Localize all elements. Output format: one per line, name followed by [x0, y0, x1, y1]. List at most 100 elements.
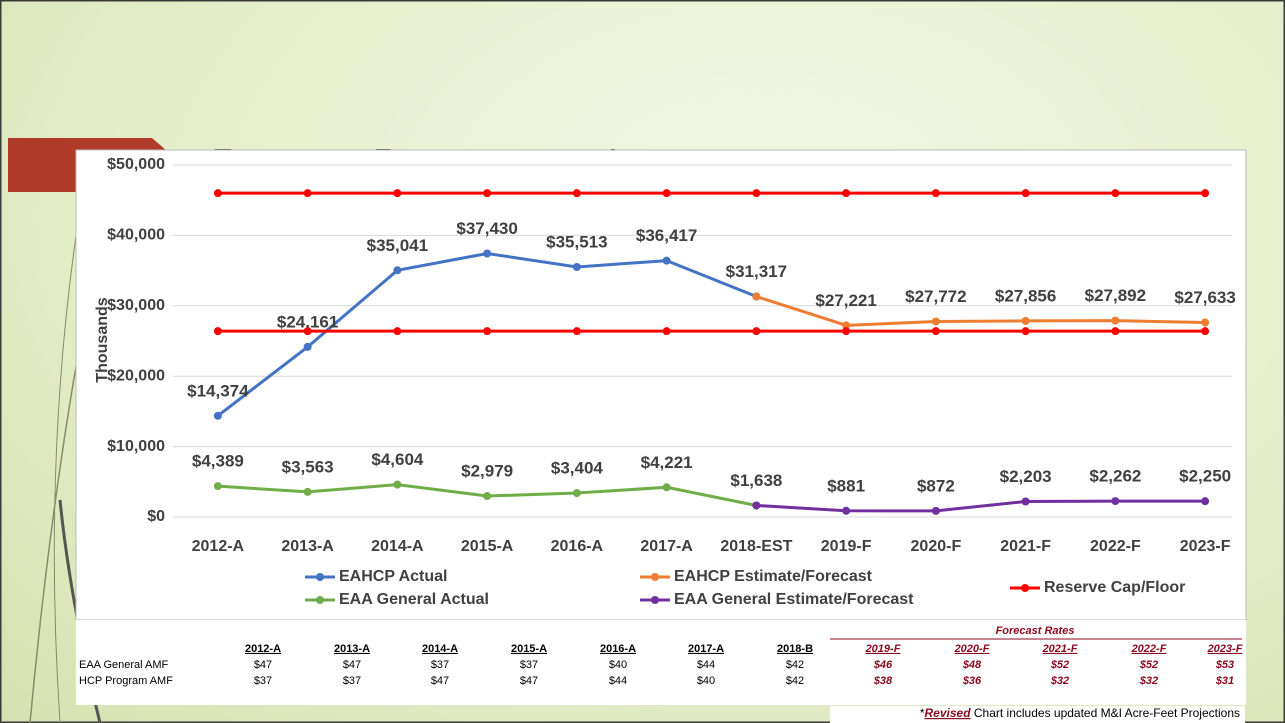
data-point [303, 487, 312, 496]
data-point [1111, 497, 1120, 506]
data-label: $2,262 [1089, 467, 1141, 486]
table-cell: $31 [1215, 675, 1234, 687]
data-label: $2,250 [1179, 467, 1231, 486]
data-label: $4,604 [371, 450, 424, 469]
table-cell: $37 [431, 659, 449, 671]
data-label: $2,979 [461, 462, 513, 481]
data-point [303, 327, 312, 336]
data-label: $27,856 [995, 286, 1056, 305]
data-point [752, 189, 761, 198]
data-label: $4,389 [192, 452, 244, 471]
data-point [1021, 327, 1030, 336]
x-tick-label: 2015-A [461, 538, 514, 555]
data-label: $2,203 [1000, 467, 1052, 486]
x-tick-label: 2013-A [281, 538, 334, 555]
table-cell: $32 [1050, 675, 1069, 687]
legend-label: EAHCP Estimate/Forecast [674, 568, 873, 585]
data-point [842, 327, 851, 336]
table-cell: $48 [962, 659, 982, 671]
data-label: $27,633 [1174, 288, 1235, 307]
table-cell: $42 [786, 659, 804, 671]
data-label: $36,417 [636, 226, 697, 245]
data-point [842, 506, 851, 515]
table-cell: $32 [1139, 675, 1158, 687]
data-point [752, 292, 761, 301]
data-point [303, 342, 312, 351]
data-label: $3,563 [282, 457, 334, 476]
x-tick-label: 2019-F [821, 538, 872, 555]
table-cell: $42 [786, 675, 804, 687]
data-label: $14,374 [187, 381, 249, 400]
table-header: 2021-F [1042, 643, 1078, 655]
data-point [752, 327, 761, 336]
footnote-star: * [920, 706, 925, 720]
table-cell: $40 [609, 659, 627, 671]
x-tick-label: 2022-F [1090, 538, 1141, 555]
table-header: 2019-F [865, 643, 901, 655]
table-header: 2013-A [334, 643, 370, 655]
y-tick-label: $0 [147, 508, 165, 525]
data-point [213, 482, 222, 491]
table-header: 2023-F [1207, 643, 1243, 655]
table-header: 2018-B [777, 643, 813, 655]
data-point [393, 327, 402, 336]
table-cell: $47 [431, 675, 449, 687]
data-point [1111, 189, 1120, 198]
x-tick-label: 2023-F [1180, 538, 1231, 555]
x-tick-label: 2018-EST [720, 538, 792, 555]
data-point [483, 492, 492, 501]
footnote-bg [830, 706, 1245, 723]
data-label: $35,513 [546, 232, 607, 251]
y-tick-label: $20,000 [107, 367, 165, 384]
footnote: *Revised Chart includes updated M&I Acre… [920, 706, 1240, 720]
data-point [662, 256, 671, 265]
legend-label: EAA General Actual [339, 591, 489, 608]
data-point [483, 189, 492, 198]
data-point [483, 327, 492, 336]
table-cell: $44 [697, 659, 715, 671]
data-point [1021, 189, 1030, 198]
x-tick-label: 2016-A [551, 538, 604, 555]
row-label: EAA General AMF [79, 659, 169, 671]
data-label: $1,638 [730, 471, 782, 490]
data-label: $35,041 [367, 236, 428, 255]
table-cell: $37 [343, 675, 361, 687]
table-cell: $37 [520, 659, 538, 671]
data-label: $37,430 [456, 219, 517, 238]
table-cell: $38 [873, 675, 893, 687]
table-cell: $46 [873, 659, 893, 671]
data-point [931, 506, 940, 515]
series-line [755, 295, 1206, 327]
data-point [213, 189, 222, 198]
x-tick-label: 2021-F [1000, 538, 1051, 555]
data-point [572, 189, 581, 198]
data-point [662, 483, 671, 492]
table-cell: $52 [1139, 659, 1158, 671]
table-cell: $37 [254, 675, 272, 687]
table-area [76, 620, 1246, 705]
data-label: $3,404 [551, 459, 604, 478]
data-point [303, 189, 312, 198]
footnote-emphasis: Revised [925, 706, 972, 720]
data-point [393, 480, 402, 489]
data-label: $881 [827, 476, 865, 495]
footnote-text: Chart includes updated M&I Acre-Feet Pro… [971, 706, 1240, 720]
legend-label: EAHCP Actual [339, 568, 447, 585]
data-label: $27,892 [1085, 286, 1146, 305]
data-point [1201, 497, 1210, 506]
data-point [1201, 318, 1210, 327]
x-tick-label: 2020-F [911, 538, 962, 555]
data-point [572, 489, 581, 498]
table-cell: $40 [697, 675, 715, 687]
data-label: $31,317 [726, 262, 787, 281]
table-header: 2017-A [688, 643, 724, 655]
data-label: $27,772 [905, 287, 966, 306]
x-tick-label: 2017-A [640, 538, 693, 555]
row-label: HCP Program AMF [79, 675, 173, 687]
data-label: $4,221 [641, 453, 693, 472]
table-header: 2016-A [600, 643, 636, 655]
x-tick-label: 2014-A [371, 538, 424, 555]
data-point [572, 327, 581, 336]
data-point [393, 266, 402, 275]
data-point [662, 189, 671, 198]
